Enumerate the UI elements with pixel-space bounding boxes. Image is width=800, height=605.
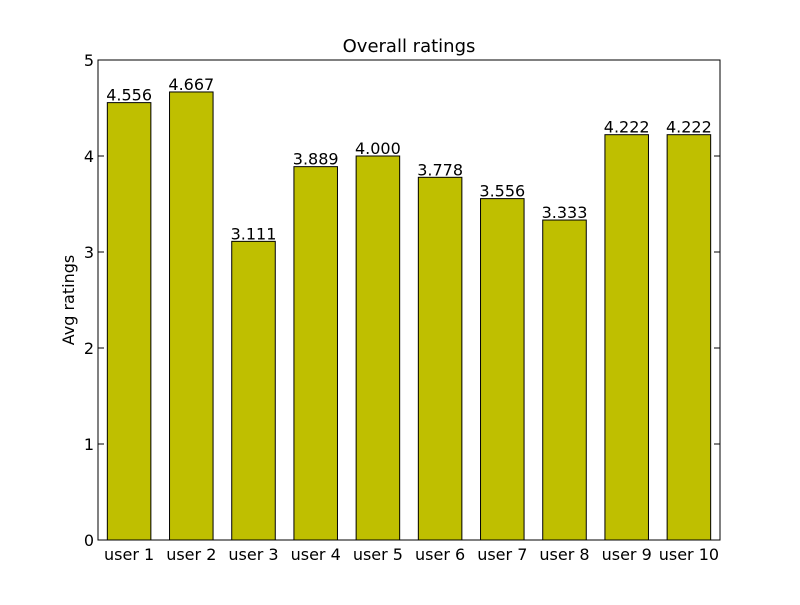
- x-tick-label-6: user 6: [415, 545, 465, 564]
- bar-3: [231, 240, 276, 541]
- x-tick-label-3: user 3: [228, 545, 278, 564]
- data-label-8: 3.333: [542, 203, 588, 222]
- bar-2: [169, 91, 214, 541]
- bar-5: [355, 155, 401, 541]
- y-axis-label: Avg ratings: [59, 255, 78, 345]
- bar-6: [417, 176, 463, 541]
- y-tick-label-0: 0: [84, 531, 94, 550]
- data-label-1: 4.556: [106, 86, 152, 105]
- bar-9: [604, 134, 649, 541]
- data-label-3: 3.111: [231, 224, 277, 243]
- x-tick-label-8: user 8: [539, 545, 589, 564]
- y-tick-label-2: 2: [84, 339, 94, 358]
- x-tick-label-2: user 2: [166, 545, 216, 564]
- x-tick-label-4: user 4: [291, 545, 341, 564]
- x-tick-label-9: user 9: [602, 545, 652, 564]
- data-label-2: 4.667: [168, 75, 214, 94]
- axis-ticks-layer: user 1 user 2 user 3 user 4 user 5 user 6 user…: [84, 51, 720, 564]
- x-tick-label-1: user 1: [104, 545, 154, 564]
- data-label-9: 4.222: [604, 118, 650, 137]
- bar-7: [480, 198, 525, 541]
- bar-10: [666, 134, 712, 541]
- y-tick-label-3: 3: [84, 243, 94, 262]
- y-tick-label-1: 1: [84, 435, 94, 454]
- bar-1: [106, 102, 152, 541]
- chart-title: Overall ratings: [343, 36, 476, 57]
- bars-layer: [106, 91, 712, 541]
- data-label-5: 4.000: [355, 139, 401, 158]
- plot-frame: [97, 59, 721, 541]
- x-tick-label-10: user 10: [659, 545, 719, 564]
- data-label-7: 3.556: [479, 182, 525, 201]
- y-tick-label-4: 4: [84, 147, 94, 166]
- y-tick-label-5: 5: [84, 51, 94, 70]
- data-labels-layer: 4.556 4.667 3.111 3.889 4.000 3.778 3.556 3.333…: [106, 75, 712, 243]
- data-label-6: 3.778: [417, 160, 463, 179]
- x-tick-label-5: user 5: [353, 545, 403, 564]
- data-label-10: 4.222: [666, 118, 712, 137]
- bar-4: [293, 166, 338, 541]
- x-tick-label-7: user 7: [477, 545, 527, 564]
- bar-8: [542, 219, 587, 541]
- data-label-4: 3.889: [293, 150, 339, 169]
